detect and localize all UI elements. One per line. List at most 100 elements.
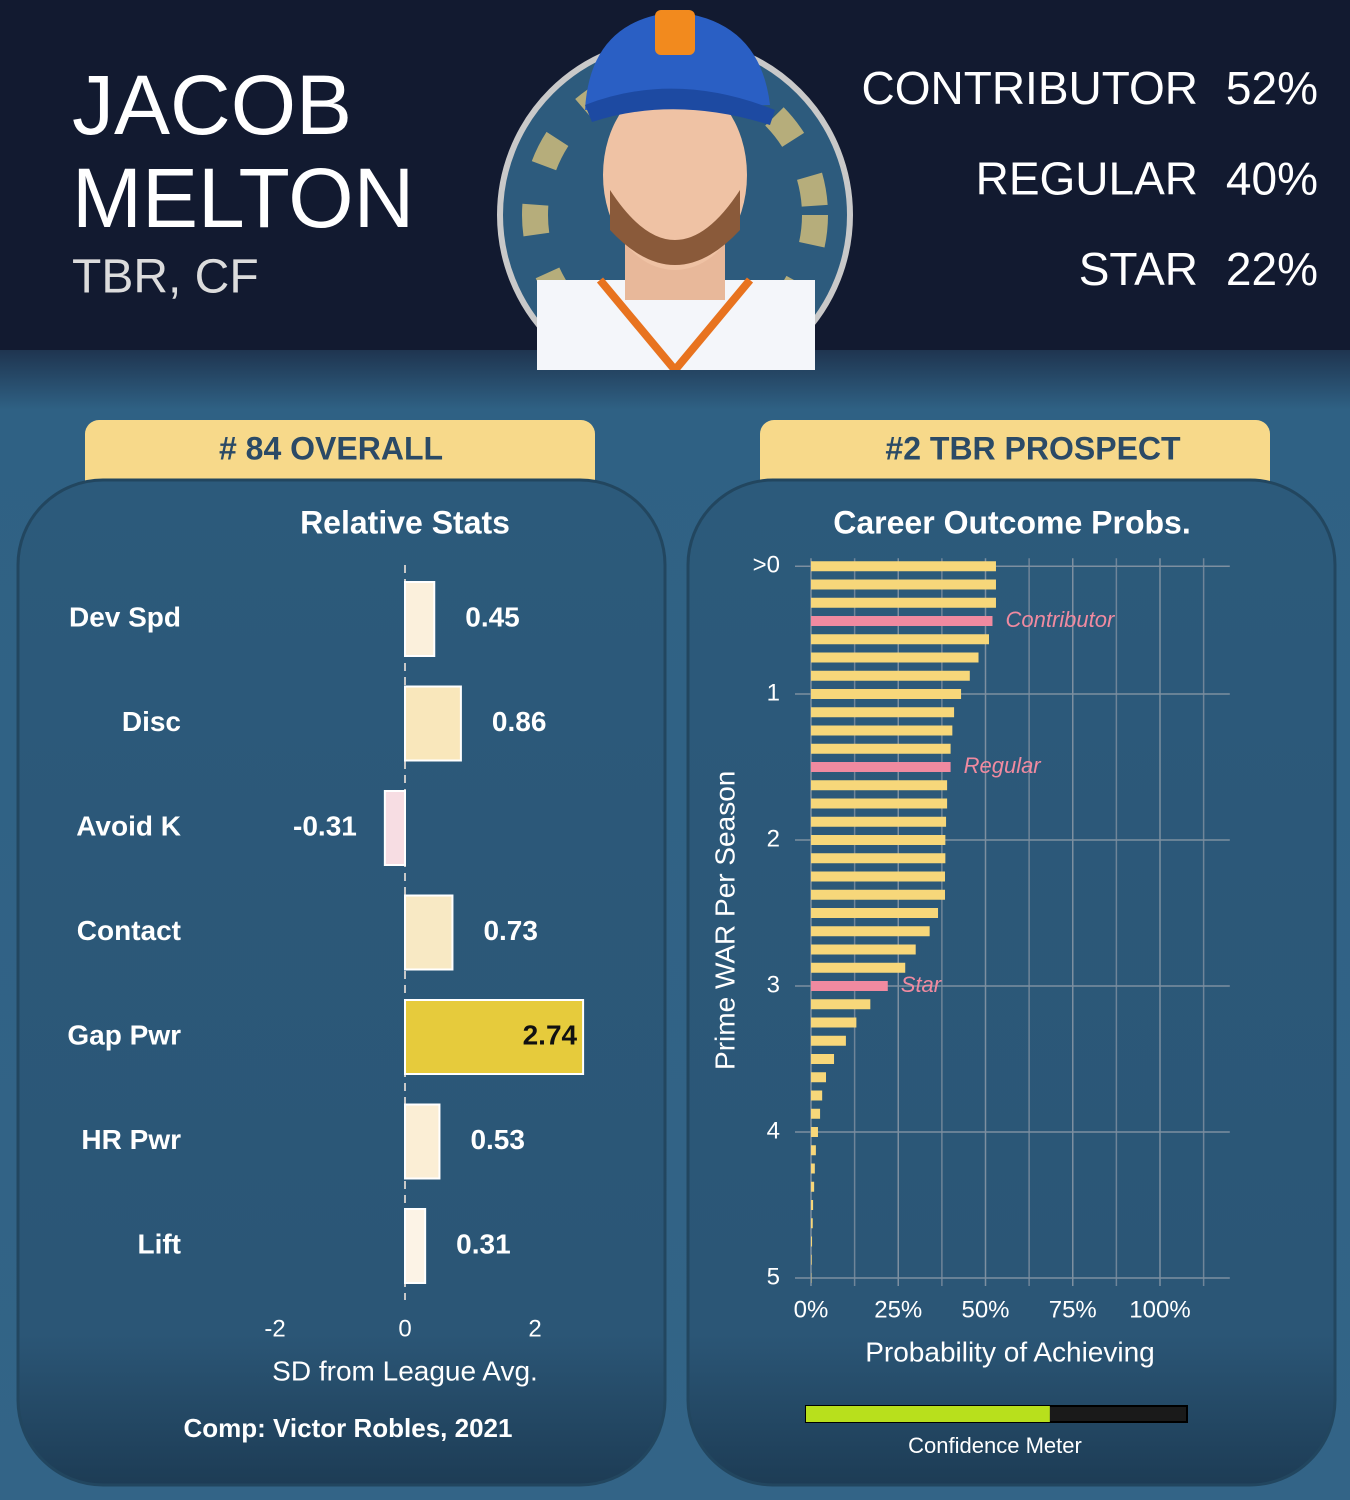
value-label: 0.31 [456, 1228, 511, 1259]
bar [811, 1200, 814, 1210]
y-tick-label: 4 [767, 1117, 780, 1144]
meter-fill [806, 1406, 1050, 1422]
bar [811, 889, 946, 900]
bar [811, 908, 939, 918]
card-tab-text: #2 TBR PROSPECT [885, 430, 1181, 466]
value-label: 0.86 [492, 706, 547, 737]
outcome-pct: 22% [1226, 243, 1318, 295]
bar [811, 1236, 813, 1247]
x-tick-label: 2 [528, 1315, 541, 1342]
outcome-pct: 40% [1226, 153, 1318, 205]
bar [404, 894, 454, 971]
category-label: HR Pwr [81, 1124, 181, 1155]
bar [811, 1254, 812, 1265]
chart-title: Relative Stats [300, 504, 510, 540]
card-tab-text: # 84 OVERALL [219, 430, 443, 466]
bar [811, 1072, 827, 1083]
bar [811, 999, 871, 1010]
outcome-label: CONTRIBUTOR [862, 62, 1199, 114]
bar [811, 871, 946, 882]
player-name: JACOB [72, 58, 352, 152]
bar [811, 1181, 815, 1192]
meter-label: Confidence Meter [908, 1433, 1082, 1458]
bar [811, 1035, 846, 1046]
x-axis-label: SD from League Avg. [272, 1355, 538, 1386]
bar [811, 1145, 816, 1156]
value-label: 0.53 [470, 1124, 525, 1155]
bar [811, 853, 946, 864]
bar [404, 999, 585, 1075]
value-label: -0.31 [293, 810, 357, 841]
bar [811, 780, 948, 791]
annotation: Regular [964, 753, 1043, 778]
y-tick-label: 2 [767, 825, 780, 852]
x-tick-label: 25% [874, 1296, 922, 1323]
player-name: MELTON [72, 151, 414, 245]
category-label: Disc [122, 706, 181, 737]
x-tick-label: 0 [398, 1315, 411, 1342]
bar [811, 835, 946, 845]
bar [811, 689, 962, 699]
annotation: Star [901, 972, 943, 997]
x-tick-label: 75% [1049, 1296, 1097, 1323]
bar [811, 597, 996, 608]
team-position: TBR, CF [72, 251, 259, 304]
y-tick-label: >0 [753, 552, 780, 579]
x-tick-label: 0% [794, 1296, 829, 1323]
bar [811, 1054, 835, 1064]
y-tick-label: 5 [767, 1263, 780, 1290]
bar [811, 1218, 813, 1229]
x-tick-label: 50% [961, 1296, 1009, 1323]
card [16, 478, 667, 1487]
y-axis-label: Prime WAR Per Season [709, 771, 740, 1070]
value-label: 0.45 [465, 601, 520, 632]
bar [811, 762, 951, 772]
category-label: Avoid K [76, 810, 181, 841]
bar [404, 1208, 427, 1284]
bar [811, 1090, 823, 1101]
bar [811, 616, 993, 626]
bar [811, 1017, 857, 1028]
bar [811, 926, 930, 937]
bar [811, 1127, 818, 1137]
chart-title: Career Outcome Probs. [833, 504, 1190, 540]
x-axis-label: Probability of Achieving [865, 1336, 1155, 1367]
bar [811, 962, 906, 973]
annotation: Contributor [1005, 607, 1116, 632]
bar [404, 581, 436, 657]
value-label: 0.73 [483, 915, 538, 946]
bar [811, 944, 916, 955]
y-tick-label: 3 [767, 971, 780, 998]
bar [811, 798, 948, 809]
bar [811, 652, 979, 663]
value-label: 2.74 [523, 1019, 578, 1050]
bar [811, 579, 996, 590]
bar [404, 1103, 441, 1180]
outcome-label: STAR [1079, 243, 1198, 295]
bar [811, 981, 888, 991]
bar [811, 670, 970, 681]
y-tick-label: 1 [767, 679, 780, 706]
bar [383, 790, 407, 866]
bar [811, 707, 955, 718]
bar [811, 561, 996, 572]
bar [811, 725, 953, 736]
bar [811, 816, 947, 827]
x-tick-label: 100% [1129, 1296, 1190, 1323]
category-label: Contact [77, 915, 181, 946]
bar [404, 685, 462, 762]
comp-text: Comp: Victor Robles, 2021 [184, 1413, 513, 1443]
bar [811, 1163, 815, 1174]
x-tick-label: -2 [264, 1315, 285, 1342]
bar [811, 743, 951, 754]
outcomes: CONTRIBUTOR 52% REGULAR 40% STAR 22% [862, 62, 1319, 295]
outcome-pct: 52% [1226, 62, 1318, 114]
bar [811, 634, 989, 645]
category-label: Gap Pwr [67, 1019, 181, 1050]
bar [811, 1108, 821, 1119]
outcome-label: REGULAR [976, 153, 1198, 205]
category-label: Dev Spd [69, 601, 181, 632]
category-label: Lift [137, 1228, 181, 1259]
